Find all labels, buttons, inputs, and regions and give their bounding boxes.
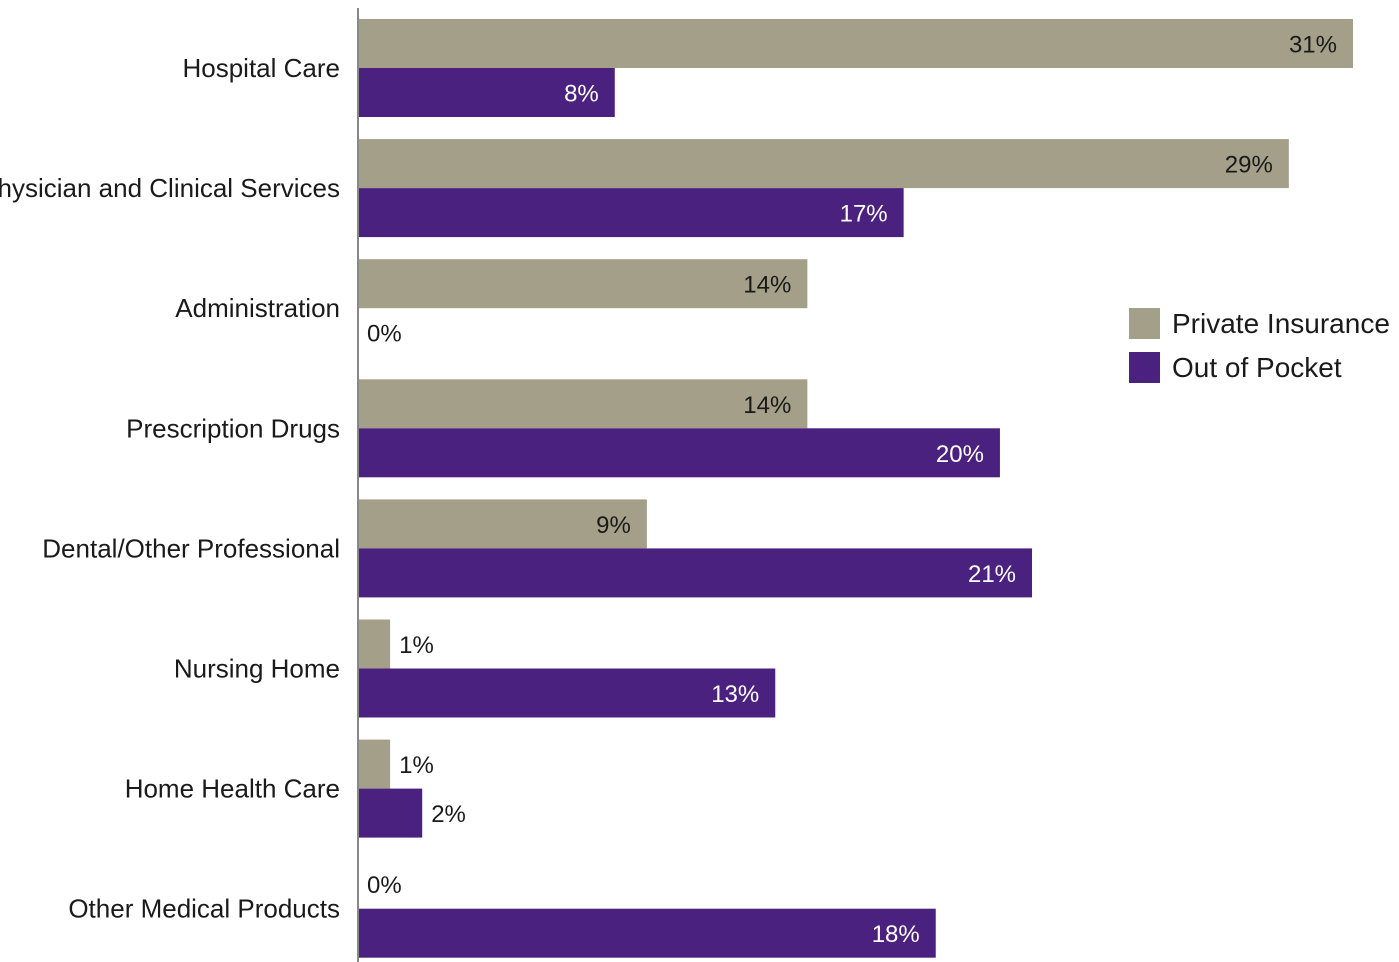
bars-group	[358, 19, 1353, 958]
legend-label: Out of Pocket	[1172, 352, 1342, 383]
value-label: 1%	[399, 632, 434, 659]
value-label: 13%	[711, 681, 759, 708]
private-insurance-bar	[358, 19, 1353, 68]
value-label: 2%	[431, 801, 466, 828]
value-label: 1%	[399, 752, 434, 779]
private-insurance-bar	[358, 619, 391, 669]
out-of-pocket-bar	[358, 548, 1033, 598]
value-label: 17%	[840, 201, 888, 228]
value-labels: 31% 8% 29% 17% 14% 0% 14% 20% 9% 21% 1% 13% 1% 2% 0% 18…	[367, 32, 1337, 949]
value-label: 31%	[1289, 32, 1337, 59]
private-insurance-bar	[358, 259, 808, 309]
legend-swatch	[1129, 352, 1160, 383]
value-label: 9%	[596, 512, 631, 539]
value-label: 18%	[872, 921, 920, 948]
value-label: 0%	[367, 872, 402, 899]
value-label: 8%	[564, 81, 599, 108]
out-of-pocket-bar	[358, 428, 1000, 478]
value-label: 20%	[936, 441, 984, 468]
out-of-pocket-bar	[358, 908, 936, 958]
private-insurance-bar	[358, 739, 391, 789]
value-label: 0%	[367, 321, 402, 348]
value-label: 14%	[743, 272, 791, 299]
category-label: Nursing Home	[174, 654, 340, 684]
legend-label: Private Insurance	[1172, 308, 1390, 339]
legend: Private Insurance Out of Pocket	[1129, 308, 1390, 383]
value-label: 21%	[968, 561, 1016, 588]
private-insurance-bar	[358, 139, 1289, 189]
value-label: 14%	[743, 392, 791, 419]
legend-swatch	[1129, 308, 1160, 339]
value-label: 29%	[1225, 152, 1273, 179]
private-insurance-bar	[358, 379, 808, 429]
out-of-pocket-bar	[358, 188, 904, 238]
category-label: Administration	[175, 293, 340, 323]
category-label: Prescription Drugs	[126, 413, 340, 443]
category-label: Other Medical Products	[68, 894, 340, 924]
private-insurance-bar	[358, 499, 647, 549]
category-label: Dental/Other Professional	[42, 533, 340, 563]
out-of-pocket-bar	[358, 68, 615, 117]
category-labels: Hospital Care Physician and Clinical Serv…	[0, 53, 340, 924]
out-of-pocket-bar	[358, 788, 423, 838]
category-label: Physician and Clinical Services	[0, 173, 340, 203]
category-label: Home Health Care	[125, 774, 340, 804]
category-label: Hospital Care	[182, 53, 340, 83]
out-of-pocket-bar	[358, 668, 776, 718]
